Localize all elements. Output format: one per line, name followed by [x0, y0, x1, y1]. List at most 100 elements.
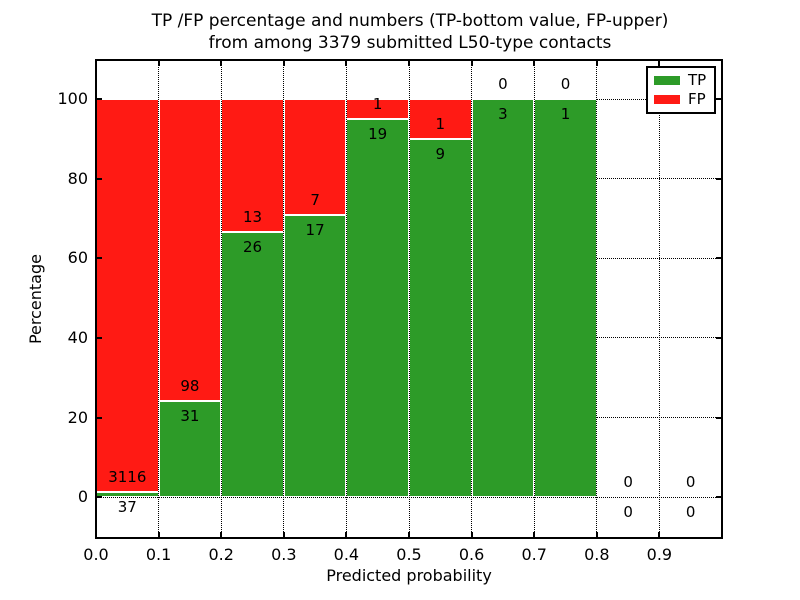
y-tick-label: 100	[57, 89, 88, 109]
y-tick-label: 80	[67, 168, 88, 188]
x-tick-mark-top	[533, 60, 536, 66]
v-gridline	[533, 60, 535, 538]
y-axis-label: Percentage	[26, 254, 45, 345]
bar-segment-tp	[221, 231, 284, 498]
v-gridline	[408, 60, 410, 538]
chart-title-line2: from among 3379 submitted L50-type conta…	[208, 33, 612, 53]
x-tick-label: 0.2	[208, 545, 234, 564]
bar-segment-tp	[96, 492, 159, 498]
bar-segment-tp	[346, 119, 409, 498]
y-tick-label: 60	[67, 248, 88, 268]
x-tick-mark-bottom	[408, 532, 410, 538]
y-tick-label: 40	[67, 327, 88, 347]
y-tick-mark-right	[716, 416, 722, 419]
y-tick-mark-left	[96, 98, 102, 101]
chart-title: TP /FP percentage and numbers (TP-bottom…	[60, 10, 760, 54]
x-tick-mark-bottom	[95, 532, 97, 538]
v-gridline	[158, 60, 160, 538]
y-tick-mark-left	[96, 177, 102, 180]
bar-segment-fp	[96, 99, 159, 493]
y-tick-mark-left	[96, 496, 102, 499]
tp-count-label: 0	[623, 503, 633, 522]
x-tick-mark-bottom	[220, 532, 223, 538]
fp-count-label: 98	[180, 377, 200, 396]
fp-legend-label: FP	[688, 90, 706, 109]
bar-segment-tp	[283, 215, 347, 498]
x-axis-label: Predicted probability	[326, 566, 492, 585]
fp-count-label: 0	[685, 473, 696, 492]
y-tick-mark-right	[716, 98, 722, 101]
x-tick-label: 0.9	[646, 545, 673, 564]
x-tick-mark-top	[470, 60, 473, 66]
bar-segment-fp	[158, 99, 222, 402]
legend-item-fp: FP	[654, 92, 714, 107]
x-tick-mark-top	[157, 60, 160, 66]
y-tick-label: 20	[67, 407, 88, 427]
fp-count-label: 3116	[108, 468, 147, 487]
x-tick-label: 0.1	[145, 545, 172, 564]
v-gridline	[471, 60, 473, 538]
fp-count-label: 1	[372, 95, 383, 114]
x-tick-label: 0.3	[271, 545, 297, 564]
tp-swatch-icon	[654, 75, 680, 85]
bar-segment-fp	[283, 99, 347, 216]
v-gridline	[283, 60, 285, 538]
bar-segment-tp	[534, 99, 597, 498]
fp-count-label: 7	[310, 191, 320, 210]
fp-count-label: 13	[242, 207, 263, 226]
tp-count-label: 0	[685, 503, 696, 522]
legend: TP FP	[646, 66, 716, 114]
x-tick-mark-bottom	[658, 532, 661, 538]
fp-count-label: 0	[623, 473, 633, 492]
tp-count-label: 19	[368, 125, 388, 144]
x-tick-mark-top	[595, 60, 598, 66]
fp-count-label: 0	[498, 75, 508, 94]
x-tick-label: 0.6	[458, 545, 485, 564]
y-tick-mark-right	[716, 496, 722, 499]
x-tick-label: 0.5	[396, 545, 422, 564]
y-tick-mark-left	[96, 257, 102, 260]
fp-count-label: 0	[560, 75, 571, 94]
bar-segment-tp	[409, 139, 472, 498]
tp-count-label: 37	[117, 498, 137, 517]
x-tick-mark-top	[282, 60, 285, 66]
chart-title-line1: TP /FP percentage and numbers (TP-bottom…	[151, 11, 669, 31]
x-tick-mark-bottom	[282, 532, 285, 538]
tp-count-label: 9	[435, 145, 446, 164]
tp-legend-label: TP	[688, 70, 707, 89]
tp-count-label: 26	[242, 237, 263, 256]
x-tick-mark-top	[658, 60, 661, 66]
x-tick-mark-bottom	[595, 532, 598, 538]
tp-count-label: 17	[305, 221, 325, 240]
y-tick-label: 0	[77, 487, 88, 507]
bar-segment-fp	[221, 99, 284, 232]
x-tick-mark-bottom	[345, 532, 348, 538]
y-tick-mark-right	[716, 257, 722, 260]
x-tick-label: 0.8	[584, 545, 610, 564]
y-tick-mark-right	[716, 177, 722, 180]
tp-count-label: 31	[180, 407, 200, 426]
tp-count-label: 1	[560, 105, 571, 124]
x-tick-label: 0.7	[521, 545, 547, 564]
x-tick-mark-bottom	[157, 532, 160, 538]
bar-segment-tp	[471, 99, 535, 498]
fp-count-label: 1	[435, 115, 446, 134]
x-tick-label: 0.4	[333, 545, 360, 564]
fp-swatch-icon	[654, 95, 680, 105]
x-tick-mark-bottom	[470, 532, 473, 538]
x-tick-label: 0.0	[83, 545, 109, 564]
v-gridline	[345, 60, 347, 538]
x-tick-mark-bottom	[533, 532, 536, 538]
y-tick-mark-right	[716, 336, 722, 339]
v-gridline	[658, 60, 660, 538]
x-tick-mark-top	[95, 60, 97, 66]
x-tick-mark-top	[345, 60, 348, 66]
v-gridline	[596, 60, 598, 538]
tp-count-label: 3	[498, 105, 508, 124]
y-tick-mark-left	[96, 416, 102, 419]
x-tick-mark-top	[220, 60, 223, 66]
x-tick-mark-top	[408, 60, 410, 66]
legend-item-tp: TP	[654, 70, 714, 89]
y-tick-mark-left	[96, 336, 102, 339]
